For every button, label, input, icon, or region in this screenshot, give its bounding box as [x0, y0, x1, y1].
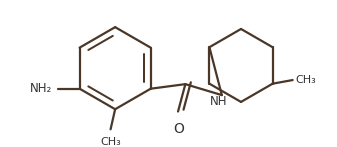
Text: CH₃: CH₃	[100, 137, 121, 147]
Text: CH₃: CH₃	[296, 75, 316, 85]
Text: O: O	[174, 122, 184, 136]
Text: NH₂: NH₂	[30, 82, 52, 95]
Text: NH: NH	[209, 95, 227, 108]
